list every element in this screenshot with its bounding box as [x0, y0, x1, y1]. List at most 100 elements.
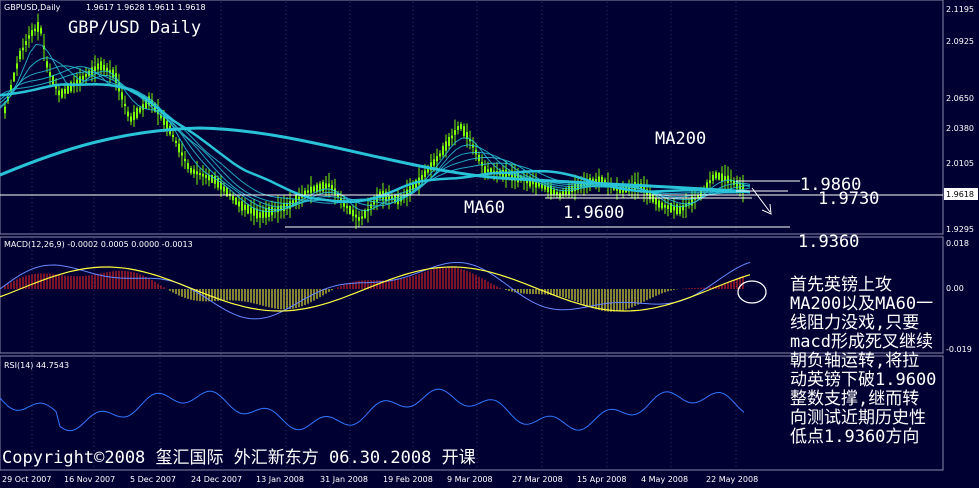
date-tick-label: 15 Apr 2008: [577, 475, 626, 484]
candle-body: [82, 75, 84, 80]
candle-body: [70, 82, 72, 92]
candle-body: [220, 182, 222, 190]
candle-body: [556, 191, 558, 196]
date-tick-label: 9 Mar 2008: [447, 475, 493, 484]
candle-body: [484, 166, 486, 174]
candle-body: [31, 30, 33, 36]
candle-body: [13, 72, 15, 82]
rsi-label: RSI(14) 44.7543: [4, 361, 69, 370]
candle-body: [577, 182, 579, 190]
candle-body: [334, 188, 336, 195]
candle-body: [208, 174, 210, 181]
candle-body: [400, 196, 402, 202]
candle-body: [352, 209, 354, 217]
candle-body: [121, 92, 123, 100]
candle-body: [307, 190, 309, 193]
candle-body: [508, 173, 510, 176]
candle-body: [532, 181, 534, 185]
candle-body: [4, 106, 6, 114]
macd-panel: [0, 236, 944, 354]
candle-body: [601, 177, 603, 185]
ohlc-values: 1.9617 1.9628 1.9611 1.9618: [86, 3, 206, 12]
candle-body: [211, 174, 213, 183]
commentary-line: 朝负轴运转,将拉: [790, 351, 920, 371]
candle-body: [130, 116, 132, 122]
macd-lines: [0, 261, 751, 320]
candle-body: [427, 167, 429, 173]
candle-body: [103, 64, 105, 71]
candle-body: [490, 168, 492, 175]
candle-body: [721, 173, 723, 182]
candle-body: [493, 170, 495, 173]
macd-axis-zero: 0.00: [946, 284, 964, 293]
candle-body: [259, 212, 261, 218]
macd-circle-marker: [737, 280, 767, 304]
candle-body: [22, 47, 24, 51]
ma200-line: [0, 126, 751, 194]
commentary-line: 动英镑下破1.9600: [790, 370, 937, 390]
candle-body: [619, 187, 621, 193]
level-1973-label: 1.9730: [818, 189, 879, 209]
candle-body: [574, 183, 576, 192]
candle-body: [727, 175, 729, 183]
candle-body: [34, 28, 36, 32]
candle-body: [388, 194, 390, 200]
candle-body: [553, 189, 555, 195]
candle-body: [541, 183, 543, 189]
candle-body: [49, 72, 51, 77]
candle-body: [412, 183, 414, 191]
macd-axis-bottom: -0.019: [946, 345, 972, 354]
candle-body: [214, 176, 216, 184]
macd-label: MACD(12,26,9) -0.0002 0.0005 0.0000 -0.0…: [4, 240, 193, 249]
candle-body: [253, 208, 255, 216]
date-tick-label: 19 Feb 2008: [383, 475, 433, 484]
candle-body: [157, 109, 159, 115]
candle-body: [550, 185, 552, 196]
candle-body: [598, 176, 600, 185]
candle-body: [661, 202, 663, 209]
level-1986-label: 1.9860: [800, 175, 861, 195]
candle-body: [67, 84, 69, 94]
candle-body: [61, 89, 63, 98]
candle-body: [319, 183, 321, 192]
price-tick-label: 2.1195: [946, 5, 974, 14]
candle-body: [712, 174, 714, 181]
candle-body: [514, 172, 516, 181]
candle-body: [547, 185, 549, 193]
ma200-label: MA200: [655, 129, 706, 149]
commentary-line: 线阻力没戏,只要: [790, 313, 920, 333]
candle-body: [328, 183, 330, 187]
candle-body: [160, 114, 162, 119]
candle-body: [343, 200, 345, 207]
candle-body: [127, 111, 129, 117]
candle-body: [16, 63, 18, 69]
price-tick-label: 2.0650: [946, 94, 974, 103]
date-tick-label: 29 Oct 2007: [2, 475, 51, 484]
candle-body: [679, 206, 681, 214]
candle-body: [742, 184, 744, 194]
candle-body: [349, 206, 351, 214]
price-tick-label: 2.0380: [946, 124, 974, 133]
candle-body: [202, 173, 204, 177]
candle-body: [364, 209, 366, 218]
candle-body: [217, 178, 219, 188]
level-1960-label: 1.9600: [563, 203, 624, 223]
candle-body: [358, 217, 360, 221]
candle-body: [436, 156, 438, 162]
chart-title: GBP/USD Daily: [68, 18, 201, 38]
candle-body: [439, 153, 441, 157]
candle-body: [289, 201, 291, 209]
candle-body: [310, 186, 312, 193]
candle-body: [58, 90, 60, 96]
candle-body: [535, 179, 537, 188]
candle-body: [337, 194, 339, 198]
date-tick-label: 4 May 2008: [641, 475, 688, 484]
support-resistance-lines: [0, 180, 943, 228]
candle-body: [196, 171, 198, 175]
candle-body: [709, 180, 711, 184]
candle-body: [40, 27, 42, 34]
candle-body: [304, 190, 306, 197]
candle-body: [529, 176, 531, 187]
moving-averages: [0, 43, 751, 213]
candle-body: [454, 130, 456, 135]
